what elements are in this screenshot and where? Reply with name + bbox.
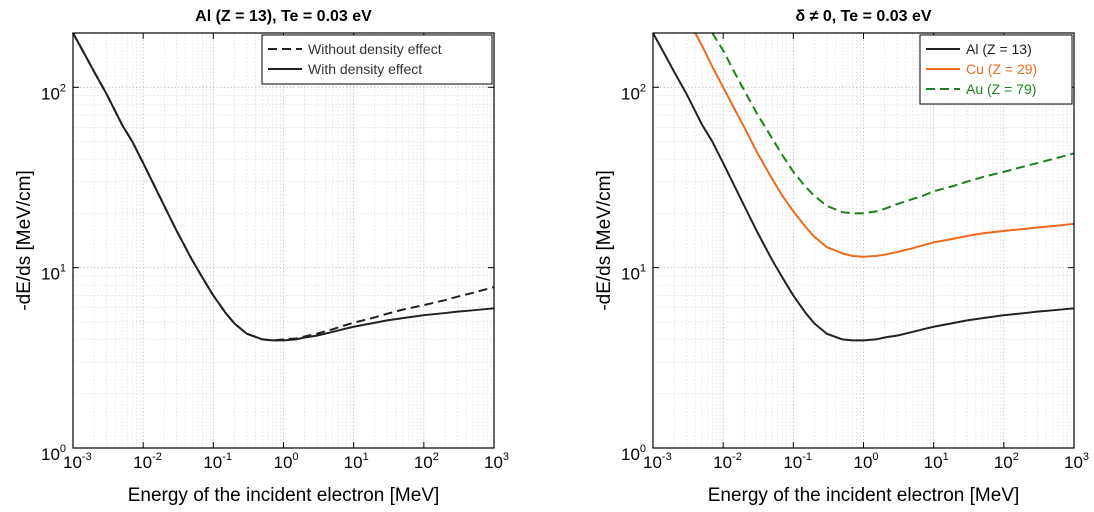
chart-title: Al (Z = 13), Te = 0.03 eV bbox=[195, 8, 372, 25]
legend-label-2: With density effect bbox=[308, 61, 422, 77]
y-axis-label: -dE/ds [MeV/cm] bbox=[594, 170, 615, 310]
x-tick-label: 103 bbox=[484, 451, 509, 472]
x-tick-exponent: 0 bbox=[292, 451, 298, 463]
x-tick-exponent: -1 bbox=[802, 451, 812, 463]
x-tick-label: 10-1 bbox=[203, 451, 232, 472]
x-tick-exponent: 1 bbox=[943, 451, 949, 463]
x-tick-label: 10-2 bbox=[713, 451, 742, 472]
y-tick-label: 102 bbox=[621, 82, 646, 103]
series-line-2 bbox=[72, 32, 495, 342]
x-tick-exponent: 0 bbox=[872, 451, 878, 463]
y-axis-label: -dE/ds [MeV/cm] bbox=[14, 170, 35, 310]
x-tick-label: 101 bbox=[344, 451, 369, 472]
x-tick-label: 10-2 bbox=[133, 451, 162, 472]
y-tick-exponent: 1 bbox=[60, 263, 66, 275]
x-tick-exponent: 2 bbox=[1013, 451, 1019, 463]
x-tick-label: 100 bbox=[854, 451, 879, 472]
x-tick-exponent: -3 bbox=[662, 451, 672, 463]
x-axis-label: Energy of the incident electron [MeV] bbox=[128, 485, 440, 506]
x-tick-exponent: -1 bbox=[222, 451, 232, 463]
x-tick-label: 10-1 bbox=[783, 451, 812, 472]
x-tick-label: 100 bbox=[274, 451, 299, 472]
grid bbox=[72, 32, 494, 449]
y-tick-label: 100 bbox=[41, 443, 66, 464]
x-tick-exponent: -2 bbox=[732, 451, 742, 463]
x-tick-exponent: 2 bbox=[433, 451, 439, 463]
legend-label-2: Cu (Z = 29) bbox=[966, 61, 1037, 77]
x-tick-exponent: 1 bbox=[363, 451, 369, 463]
series-line-1 bbox=[652, 32, 1075, 342]
x-tick-label: 102 bbox=[414, 451, 439, 472]
x-tick-exponent: 3 bbox=[1083, 451, 1089, 463]
x-tick-label: 101 bbox=[924, 451, 949, 472]
x-tick-exponent: 3 bbox=[503, 451, 509, 463]
x-tick-label: 102 bbox=[994, 451, 1019, 472]
legend-label-1: Al (Z = 13) bbox=[966, 41, 1032, 57]
x-tick-label: 10-3 bbox=[63, 451, 92, 472]
y-tick-label: 101 bbox=[621, 263, 646, 284]
y-tick-exponent: 2 bbox=[60, 82, 66, 94]
y-tick-exponent: 2 bbox=[640, 82, 646, 94]
y-tick-exponent: 0 bbox=[640, 443, 646, 455]
legend: Without density effect With density effec… bbox=[261, 34, 493, 85]
y-tick-exponent: 0 bbox=[60, 443, 66, 455]
y-tick-label: 102 bbox=[41, 82, 66, 103]
x-tick-exponent: -2 bbox=[152, 451, 162, 463]
x-axis-label: Energy of the incident electron [MeV] bbox=[708, 485, 1020, 506]
y-tick-label: 101 bbox=[41, 263, 66, 284]
x-tick-label: 10-3 bbox=[643, 451, 672, 472]
series-line-3 bbox=[711, 32, 1075, 215]
chart-title: δ ≠ 0, Te = 0.03 eV bbox=[795, 8, 931, 25]
legend: Al (Z = 13) Cu (Z = 29) Au (Z = 79) bbox=[919, 34, 1073, 105]
legend-box bbox=[261, 34, 493, 85]
grid bbox=[652, 32, 1074, 449]
legend-label-1: Without density effect bbox=[308, 41, 442, 57]
legend-label-3: Au (Z = 79) bbox=[966, 81, 1036, 97]
series-line-2 bbox=[694, 32, 1075, 258]
x-tick-label: 103 bbox=[1064, 451, 1089, 472]
y-tick-label: 100 bbox=[621, 443, 646, 464]
x-tick-exponent: -3 bbox=[82, 451, 92, 463]
y-tick-exponent: 1 bbox=[640, 263, 646, 275]
